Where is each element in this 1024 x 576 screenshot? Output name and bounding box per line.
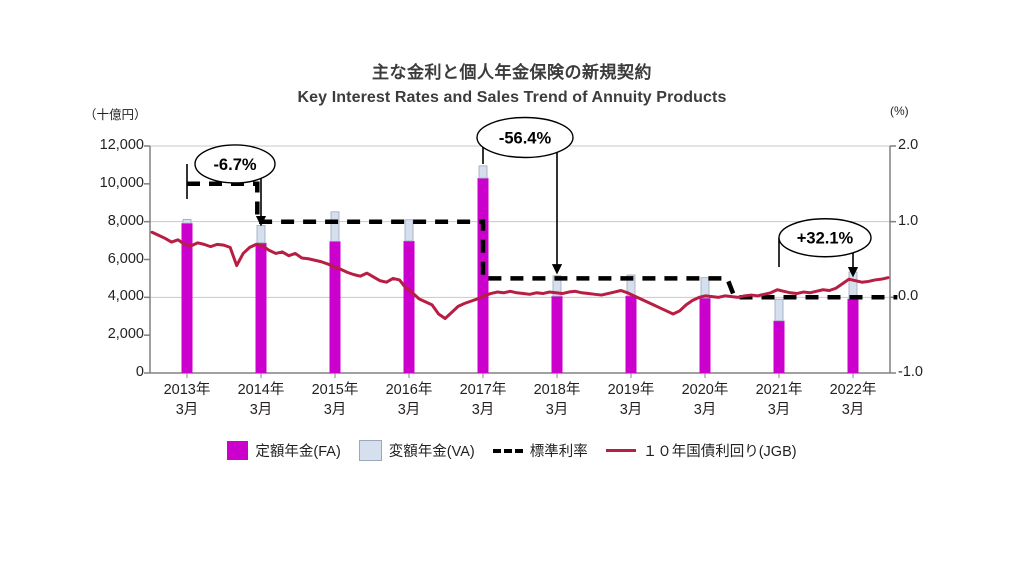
legend-item-std[interactable]: 標準利率 (492, 440, 588, 461)
x-tick-0: 2013年 3月 (163, 382, 211, 418)
bar-group-2019年 (625, 274, 637, 373)
legend-dashed-line-icon (492, 448, 523, 453)
callout-2014-label: -6.7% (213, 156, 256, 174)
bar-fa-3[interactable] (403, 240, 415, 373)
right-tick-1: 1.0 (898, 212, 919, 229)
right-tick-3: -1.0 (898, 364, 923, 380)
bar-group-2013年 (181, 218, 193, 373)
callout-2018[interactable]: -56.4% (476, 116, 574, 275)
chart-legend: 定額年金(FA) 変額年金(VA) 標準利率 １０年国債利回り(JGB) (0, 440, 1024, 461)
bar-group-2015年 (329, 211, 341, 373)
callout-2014-bubble[interactable] (194, 144, 276, 184)
x-tick-2: 2015年 3月 (311, 382, 359, 418)
legend-swatch-fa (227, 441, 249, 460)
left-tick-1: 10,000 (99, 174, 144, 191)
bar-group-2022年 (847, 271, 859, 373)
legend-line-icon (605, 449, 636, 452)
x-tick-7: 2020年 3月 (681, 382, 729, 418)
callout-2022-bubble[interactable] (778, 218, 872, 258)
bar-fa-6[interactable] (625, 295, 637, 373)
right-axis-ticks: 2.0 1.0 0.0 -1.0 (898, 138, 968, 379)
plot-area: -6.7% -56.4% +32.1% (144, 116, 898, 378)
bar-va-4[interactable] (478, 165, 488, 179)
chart-title-jp: 主な金利と個人年金保険の新規契約 (372, 63, 652, 82)
bar-va-0[interactable] (182, 218, 192, 224)
left-tick-6: 0 (135, 364, 144, 380)
bar-fa-5[interactable] (551, 296, 563, 373)
callout-2018-bubble[interactable] (476, 116, 574, 159)
bar-va-9[interactable] (848, 271, 858, 300)
left-tick-3: 6,000 (107, 250, 144, 267)
right-tick-0: 2.0 (898, 137, 919, 153)
legend-label-jgb: １０年国債利回り(JGB) (642, 444, 797, 460)
legend-swatch-va (358, 440, 382, 461)
x-tick-1: 2014年 3月 (237, 382, 285, 418)
legend-label-va: 変額年金(VA) (388, 444, 475, 460)
chart-svg: -6.7% -56.4% +32.1% (144, 116, 898, 378)
bar-group-2021年 (773, 298, 785, 373)
callout-2022[interactable]: +32.1% (778, 218, 872, 278)
right-axis-unit: (%) (890, 104, 909, 118)
left-axis-unit: （十億円） (84, 108, 147, 122)
bar-va-3[interactable] (404, 219, 414, 242)
left-tick-4: 4,000 (107, 288, 144, 305)
callout-2018-label: -56.4% (499, 129, 552, 147)
left-tick-0: 12,000 (99, 137, 144, 153)
bar-fa-1[interactable] (255, 242, 267, 373)
x-tick-4: 2017年 3月 (459, 382, 507, 418)
bar-va-7[interactable] (700, 277, 710, 299)
legend-item-fa[interactable]: 定額年金(FA) (227, 440, 341, 461)
legend-item-va[interactable]: 変額年金(VA) (358, 440, 475, 461)
legend-label-std: 標準利率 (529, 444, 588, 460)
bar-va-1[interactable] (256, 225, 266, 244)
x-tick-8: 2021年 3月 (755, 382, 803, 418)
bar-fa-7[interactable] (699, 298, 711, 373)
bar-fa-2[interactable] (329, 241, 341, 373)
x-tick-9: 2022年 3月 (829, 382, 877, 418)
standard-rate-line (187, 181, 898, 300)
bar-group-2016年 (403, 219, 415, 373)
x-tick-6: 2019年 3月 (607, 382, 655, 418)
bar-group-2017年 (477, 165, 489, 373)
x-tick-3: 2016年 3月 (385, 382, 433, 418)
bar-group-2020年 (699, 277, 711, 373)
bar-fa-9[interactable] (847, 298, 859, 373)
callout-2022-label: +32.1% (797, 230, 854, 248)
bar-va-2[interactable] (330, 211, 340, 242)
bar-group-2018年 (551, 275, 563, 373)
chart-title-en: Key Interest Rates and Sales Trend of An… (297, 89, 727, 106)
bar-fa-4[interactable] (477, 178, 489, 373)
bar-va-8[interactable] (774, 298, 784, 322)
x-tick-5: 2018年 3月 (533, 382, 581, 418)
bar-fa-8[interactable] (773, 320, 785, 373)
right-tick-2: 0.0 (898, 288, 919, 305)
bar-va-5[interactable] (552, 275, 562, 297)
left-tick-2: 8,000 (107, 212, 144, 229)
jgb-yield-line (150, 230, 890, 321)
bar-fa-0[interactable] (181, 223, 193, 373)
legend-item-jgb[interactable]: １０年国債利回り(JGB) (605, 440, 797, 461)
left-axis-ticks: 12,000 10,000 8,000 6,000 4,000 2,000 0 (72, 138, 144, 379)
left-tick-5: 2,000 (107, 326, 144, 343)
legend-label-fa: 定額年金(FA) (255, 444, 341, 460)
callout-2014[interactable]: -6.7% (186, 144, 276, 227)
